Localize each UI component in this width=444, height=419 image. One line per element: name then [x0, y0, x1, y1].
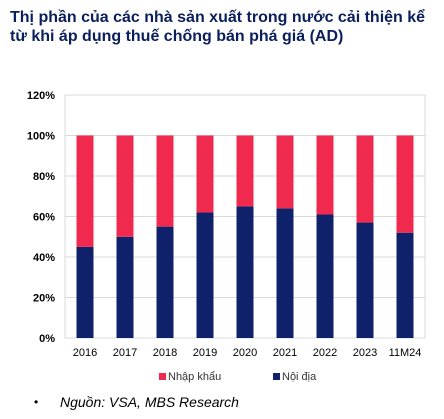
bar-nhap-khau-2016 [76, 135, 94, 247]
bar-nhap-khau-2017 [116, 135, 134, 237]
bar-noi-dia-2022 [316, 214, 334, 338]
x-tick-label: 2018 [153, 347, 177, 359]
legend-swatch-nhap-khau [159, 373, 166, 380]
x-tick-label: 2016 [73, 347, 97, 359]
bar-nhap-khau-2018 [156, 135, 174, 227]
bars [76, 135, 414, 338]
y-tick-label: 80% [33, 171, 55, 183]
bar-noi-dia-2019 [196, 212, 214, 338]
y-tick-label: 20% [33, 293, 55, 305]
bar-noi-dia-2016 [76, 246, 94, 338]
bar-noi-dia-2017 [116, 236, 134, 338]
x-tick-label: 11M24 [389, 347, 422, 359]
legend-label-nhap-khau: Nhập khẩu [168, 371, 221, 383]
bar-noi-dia-2021 [276, 208, 294, 338]
x-tick-label: 2021 [273, 347, 297, 359]
x-tick-label: 2017 [113, 347, 137, 359]
x-tick-label: 2020 [233, 347, 257, 359]
y-axis: 0% 20% 40% 60% 80% 100% 120% [27, 90, 55, 345]
bar-nhap-khau-2021 [276, 135, 294, 209]
y-tick-label: 60% [33, 212, 55, 224]
x-tick-label: 2019 [193, 347, 217, 359]
bar-noi-dia-2023 [356, 222, 374, 338]
source-bullet: • [34, 395, 39, 409]
x-axis: 2016 2017 2018 2019 2020 2021 2022 2023 11M24 [73, 347, 422, 359]
bar-nhap-khau-2020 [236, 135, 254, 207]
bar-noi-dia-2020 [236, 206, 254, 338]
source-note: Nguồn: VSA, MBS Research [60, 394, 239, 410]
legend: Nhập khẩu Nội địa [159, 371, 317, 383]
bar-nhap-khau-2019 [196, 135, 214, 213]
y-tick-label: 40% [33, 252, 55, 264]
bar-nhap-khau-11M24 [396, 135, 414, 233]
y-tick-label: 120% [27, 90, 55, 102]
bar-noi-dia-11M24 [396, 232, 414, 338]
bar-nhap-khau-2023 [356, 135, 374, 223]
bar-noi-dia-2018 [156, 226, 174, 338]
chart-title: Thị phần của các nhà sản xuất trong nước… [10, 9, 426, 45]
y-tick-label: 100% [27, 131, 55, 143]
y-tick-label: 0% [39, 333, 55, 345]
legend-swatch-noi-dia [273, 373, 280, 380]
x-tick-label: 2022 [313, 347, 337, 359]
x-tick-label: 2023 [353, 347, 377, 359]
bar-nhap-khau-2022 [316, 135, 334, 215]
legend-label-noi-dia: Nội địa [282, 371, 317, 383]
